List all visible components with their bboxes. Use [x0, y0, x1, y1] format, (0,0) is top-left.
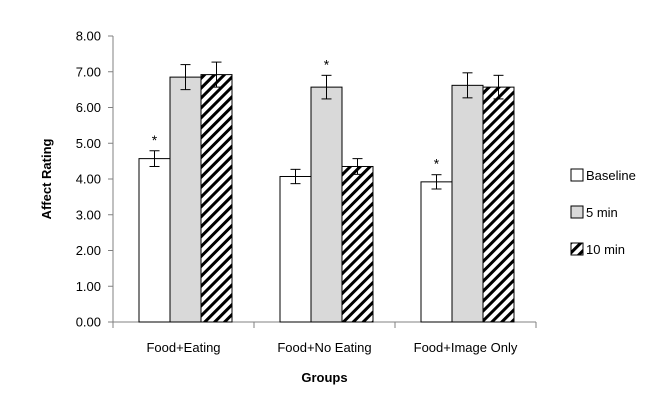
y-tick-label: 4.00 [76, 172, 101, 187]
legend-swatch-5-min [570, 205, 584, 219]
bars [138, 74, 515, 323]
significance-marker: * [434, 156, 440, 172]
significance-marker: * [152, 132, 158, 148]
bar-10-min [200, 74, 233, 323]
error-bars [149, 61, 504, 190]
y-tick-label: 0.00 [76, 315, 101, 330]
bar-5-min [169, 76, 202, 323]
bar-10-min [482, 86, 515, 323]
bar-baseline [138, 158, 171, 323]
y-tick-label: 3.00 [76, 207, 101, 222]
bar-baseline [420, 181, 453, 323]
legend-label: 5 min [586, 205, 618, 220]
legend: Baseline 5 min 10 min [570, 168, 636, 257]
y-tick-label: 2.00 [76, 243, 101, 258]
labels: 0.00 1.00 2.00 3.00 4.00 5.00 6.00 7.00 8.00 * Foo… [39, 29, 518, 386]
legend-swatch-10-min [570, 242, 584, 256]
x-tick-label: Food+No Eating [277, 340, 371, 355]
bar-5-min [310, 86, 343, 323]
significance-marker: * [324, 56, 330, 72]
legend-label: 10 min [586, 242, 625, 257]
y-tick-label: 8.00 [76, 29, 101, 44]
x-axis-title: Groups [301, 370, 347, 385]
y-tick-label: 5.00 [76, 136, 101, 151]
bar-10-min [341, 165, 374, 323]
y-tick-label: 6.00 [76, 100, 101, 115]
x-tick-label: Food+Image Only [414, 340, 518, 355]
bar-baseline [279, 175, 312, 323]
y-axis-title: Affect Rating [39, 138, 54, 219]
y-tick-label: 1.00 [76, 279, 101, 294]
bar-5-min [451, 84, 484, 323]
legend-swatch-baseline [570, 168, 584, 182]
legend-label: Baseline [586, 168, 636, 183]
x-tick-label: Food+Eating [146, 340, 220, 355]
y-tick-label: 7.00 [76, 64, 101, 79]
